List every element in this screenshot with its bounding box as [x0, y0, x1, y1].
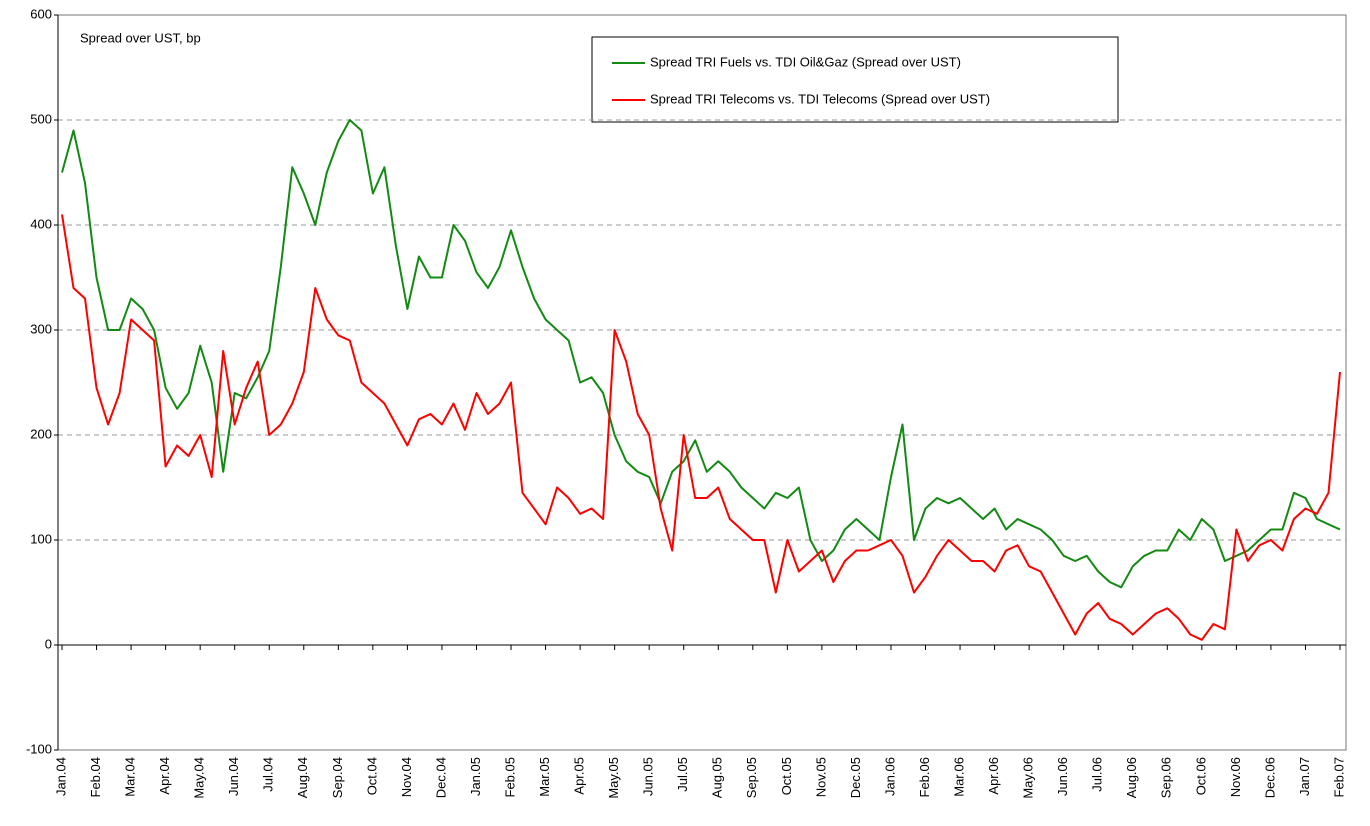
x-tick-label: Feb.05 [502, 757, 517, 797]
x-tick-label: Dec.04 [433, 757, 448, 798]
y-tick-label: 200 [30, 426, 52, 441]
x-tick-label: Sep.06 [1159, 757, 1174, 798]
line-series [61, 119, 1341, 589]
x-tick-label: May.05 [606, 757, 621, 799]
x-tick-label: Apr.04 [157, 757, 172, 795]
x-tick-label: Nov.06 [1228, 757, 1243, 797]
x-tick-label: Mar.05 [537, 757, 552, 797]
x-tick-label: Oct.05 [779, 757, 794, 795]
x-tick-label: Jun.04 [226, 757, 241, 796]
y-tick-label: 600 [30, 6, 52, 21]
x-tick-label: Jul.04 [261, 757, 276, 792]
x-tick-label: Jul.05 [675, 757, 690, 792]
x-tick-label: Jan.04 [53, 757, 68, 796]
x-tick-label: Aug.05 [710, 757, 725, 798]
x-tick-label: Dec.05 [848, 757, 863, 798]
x-tick-label: Mar.04 [123, 757, 138, 797]
legend-label: Spread TRI Telecoms vs. TDI Telecoms (Sp… [650, 91, 990, 106]
y-tick-label: 400 [30, 216, 52, 231]
x-tick-label: Sep.04 [330, 757, 345, 798]
x-tick-label: Apr.05 [572, 757, 587, 795]
plot-frame [57, 14, 1347, 751]
x-tick-label: Jan.06 [882, 757, 897, 796]
x-tick-label: Sep.05 [744, 757, 759, 798]
x-tick-label: Apr.06 [986, 757, 1001, 795]
x-tick-label: Nov.05 [813, 757, 828, 797]
x-tick-label: Oct.06 [1193, 757, 1208, 795]
x-tick-label: May.04 [192, 757, 207, 799]
y-tick-label: -100 [26, 741, 52, 756]
y-tick-label: 300 [30, 321, 52, 336]
x-tick-label: Jun.05 [641, 757, 656, 796]
x-tick-label: Dec.06 [1262, 757, 1277, 798]
x-tick-label: Jun.06 [1055, 757, 1070, 796]
x-tick-label: Aug.04 [295, 757, 310, 798]
x-tick-label: Feb.04 [88, 757, 103, 797]
legend [591, 36, 1119, 123]
x-tick-label: May.06 [1021, 757, 1036, 799]
x-tick-label: Jan.05 [468, 757, 483, 796]
x-tick-label: Nov.04 [399, 757, 414, 797]
x-tick-label: Feb.07 [1331, 757, 1346, 797]
x-tick-label: Aug.06 [1124, 757, 1139, 798]
y-axis-label: Spread over UST, bp [80, 30, 201, 45]
y-tick-label: 0 [45, 636, 52, 651]
x-tick-label: Jul.06 [1090, 757, 1105, 792]
x-tick-label: Feb.06 [917, 757, 932, 797]
x-tick-label: Oct.04 [364, 757, 379, 795]
y-tick-label: 500 [30, 111, 52, 126]
line-series [61, 214, 1341, 641]
y-tick-label: 100 [30, 531, 52, 546]
x-tick-label: Jan.07 [1297, 757, 1312, 796]
x-tick-label: Mar.06 [951, 757, 966, 797]
legend-label: Spread TRI Fuels vs. TDI Oil&Gaz (Spread… [650, 54, 961, 69]
